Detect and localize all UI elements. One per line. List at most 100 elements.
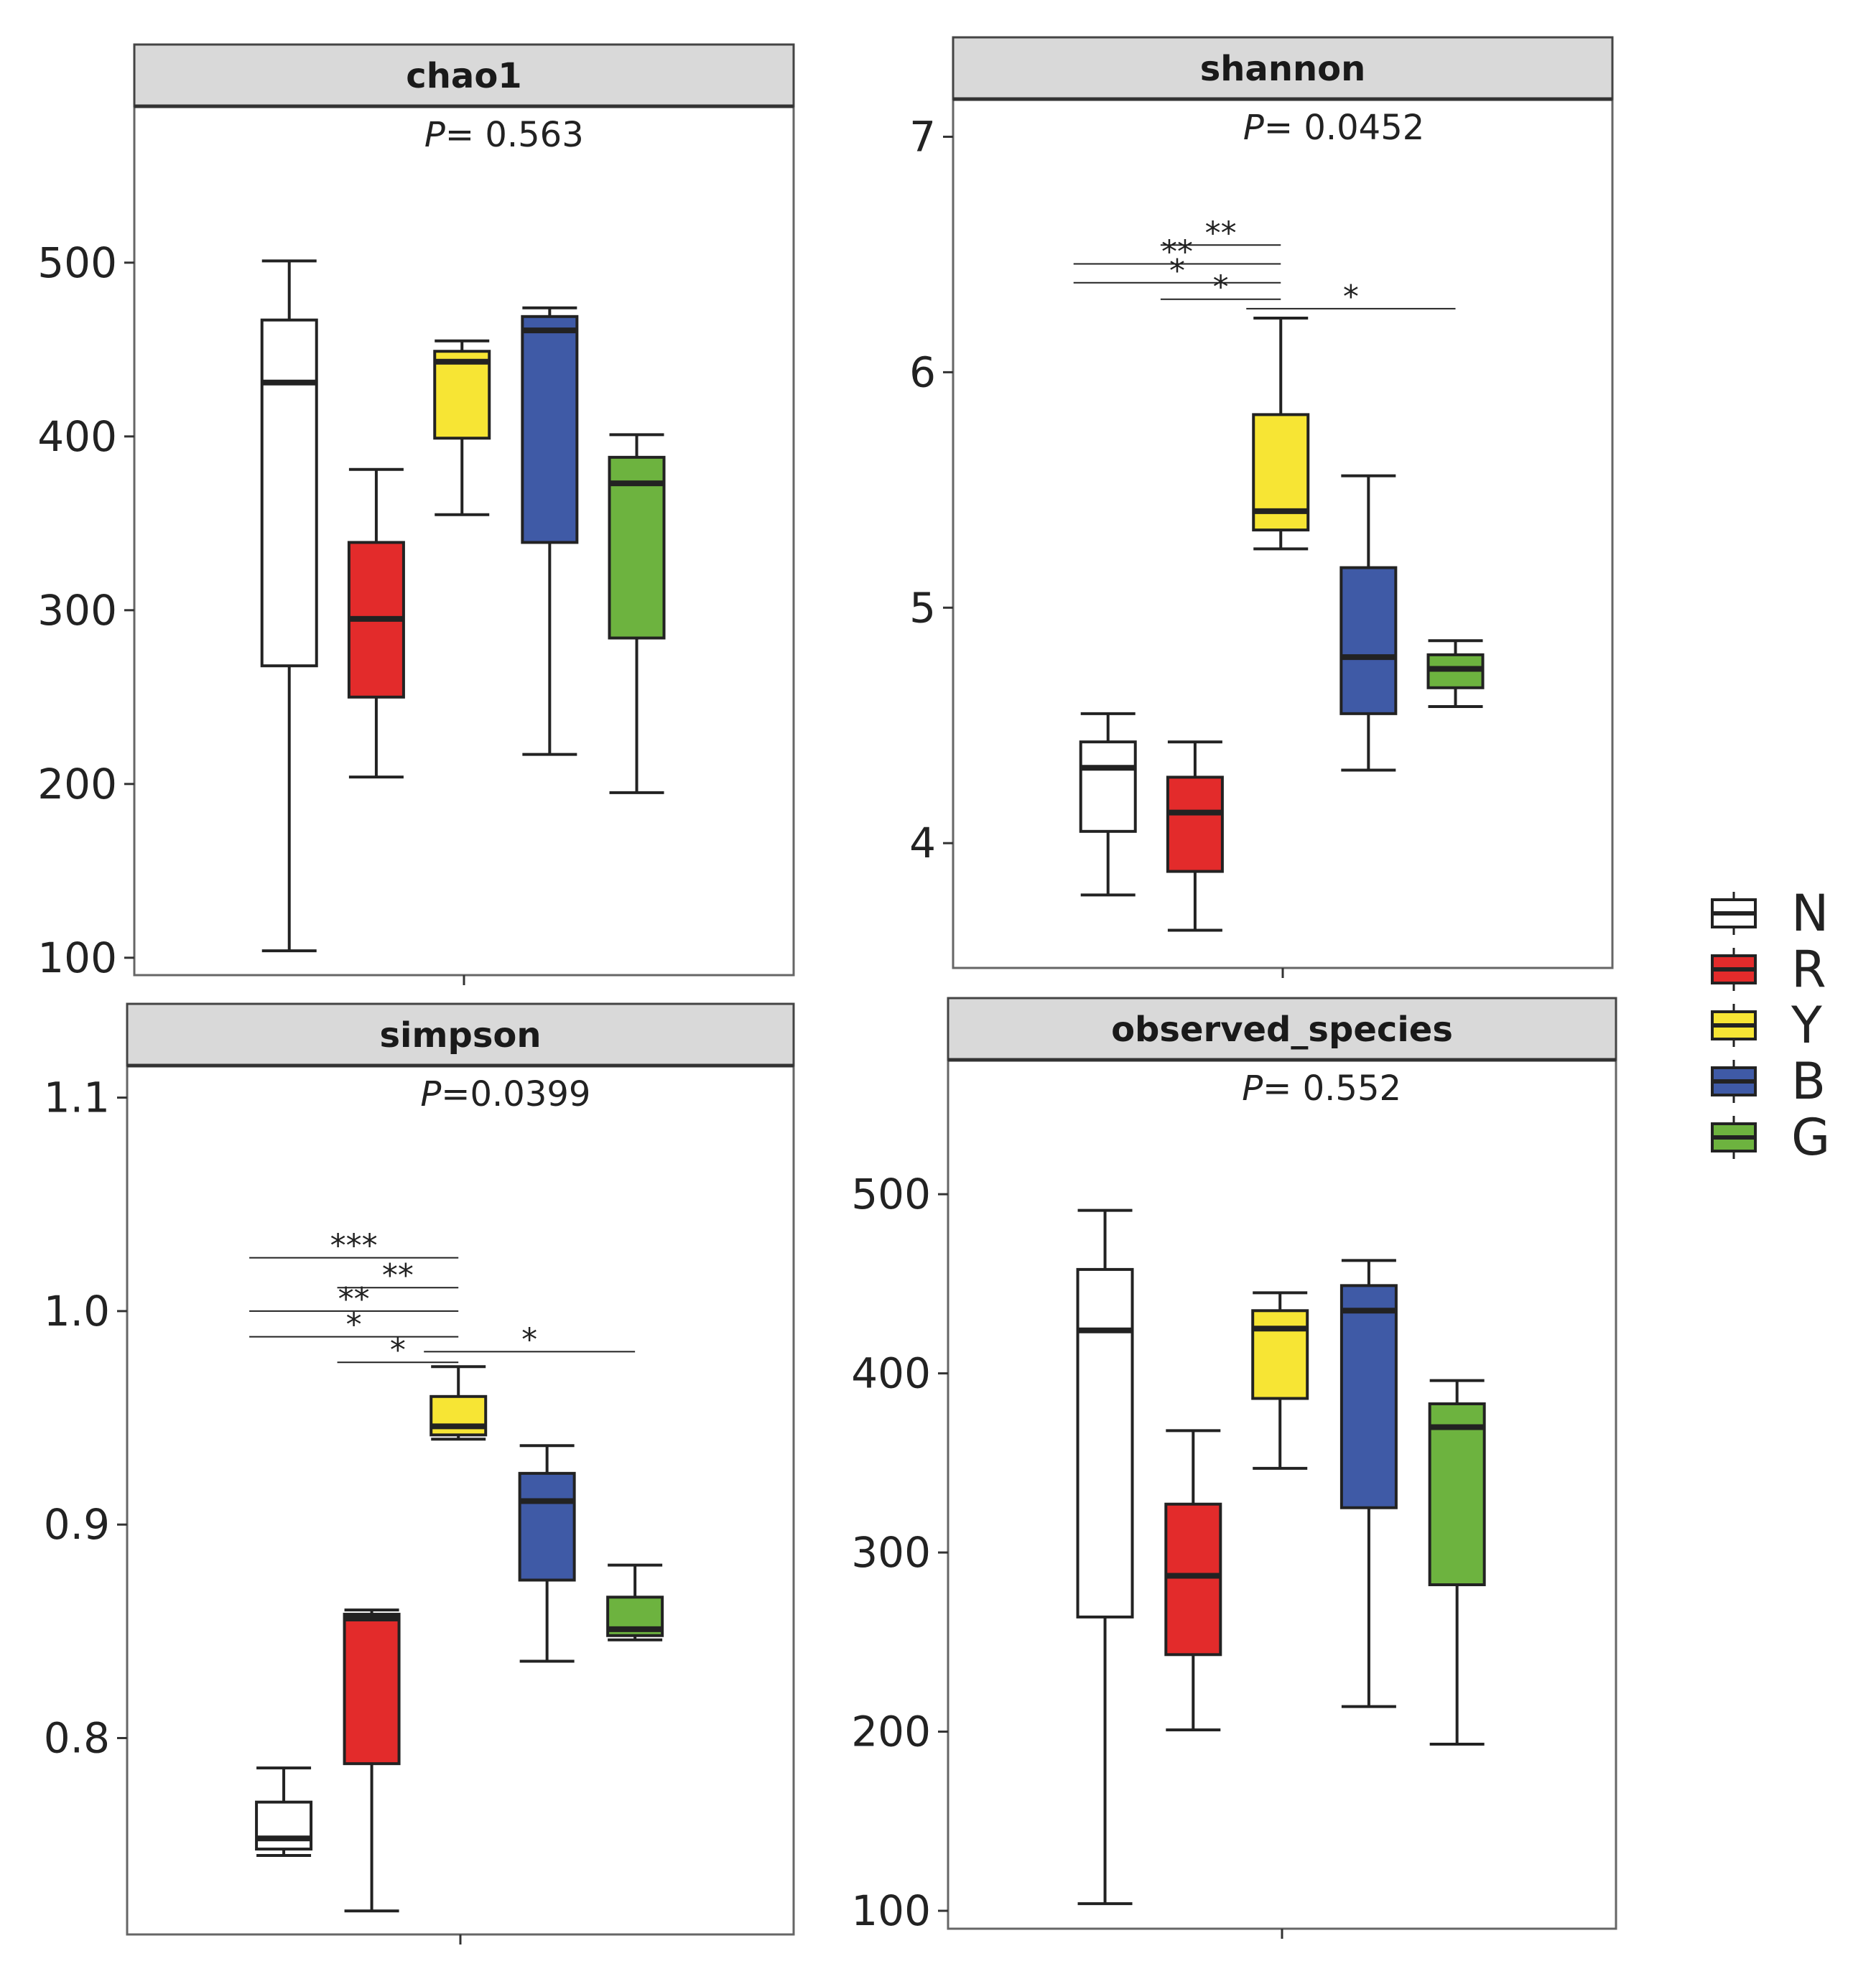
p-value-label: P= 0.0452	[1243, 108, 1424, 148]
significance-label: *	[1343, 279, 1359, 315]
y-tick-label: 200	[851, 1708, 931, 1756]
box-iqr	[260, 318, 318, 668]
box-R	[1164, 1429, 1222, 1732]
legend-label-G: G	[1791, 1108, 1830, 1167]
significance-label: **	[1205, 215, 1237, 251]
p-value: =0.0399	[441, 1074, 590, 1114]
box-R	[347, 467, 405, 779]
y-tick-label: 200	[37, 760, 117, 809]
legend-label-B: B	[1791, 1052, 1826, 1111]
legend-label-R: R	[1791, 940, 1826, 999]
legend-label-Y: Y	[1791, 996, 1822, 1055]
y-tick-label: 1.1	[44, 1073, 110, 1122]
box-G	[1426, 639, 1485, 709]
y-tick-label: 6	[909, 348, 936, 396]
box-iqr	[1079, 740, 1137, 833]
box-Y	[433, 339, 491, 516]
facet-title: chao1	[406, 56, 521, 96]
y-tick-label: 500	[851, 1170, 931, 1219]
y-tick-label: 400	[851, 1349, 931, 1398]
box-iqr	[255, 1800, 313, 1851]
box-iqr	[1164, 1502, 1222, 1657]
box-iqr	[521, 315, 579, 544]
box-N	[1079, 712, 1137, 897]
plot-area	[947, 1058, 1617, 1930]
box-N	[255, 1766, 313, 1857]
y-tick-label: 500	[37, 238, 117, 287]
facet-title: simpson	[379, 1015, 541, 1056]
box-iqr	[1339, 566, 1398, 715]
facet-strip	[133, 43, 795, 108]
panel-observed_species: observed_species P= 0.552 100 200 300 400 500	[851, 997, 1617, 1939]
box-iqr	[1076, 1267, 1134, 1619]
box-N	[260, 259, 318, 953]
significance-label: *	[390, 1332, 406, 1369]
y-tick-label: 0.8	[44, 1713, 110, 1762]
y-tick-label: 1.0	[44, 1287, 110, 1336]
box-R	[343, 1608, 401, 1913]
plot-area	[952, 98, 1614, 969]
box-iqr	[608, 455, 666, 640]
facet-title: shannon	[1200, 49, 1366, 89]
box-Y	[1251, 1291, 1309, 1470]
box-G	[608, 433, 666, 794]
y-tick-label: 400	[37, 412, 117, 461]
y-tick-label: 100	[37, 933, 117, 982]
p-value: = 0.552	[1263, 1068, 1401, 1109]
significance-label: ***	[330, 1228, 378, 1265]
p-value-label: P= 0.552	[1242, 1068, 1401, 1109]
significance-label: **	[338, 1281, 370, 1318]
p-symbol: P	[420, 1074, 441, 1114]
box-R	[1166, 740, 1224, 932]
p-value: = 0.0452	[1264, 108, 1424, 148]
box-B	[521, 306, 579, 756]
y-tick-label: 4	[909, 819, 936, 867]
box-iqr	[433, 350, 491, 440]
box-Y	[1252, 316, 1310, 551]
facet-strip	[126, 1002, 795, 1067]
p-symbol: P	[1242, 1068, 1263, 1109]
y-tick-label: 100	[851, 1886, 931, 1935]
facet-strip	[947, 997, 1617, 1061]
box-iqr	[1339, 1284, 1398, 1509]
box-B	[518, 1444, 576, 1663]
box-iqr	[518, 1471, 576, 1582]
plot-area	[126, 1064, 795, 1936]
box-B	[1339, 474, 1398, 772]
significance-label: *	[521, 1321, 537, 1358]
box-N	[1076, 1208, 1134, 1906]
legend-label-N: N	[1791, 884, 1829, 943]
p-value-label: P=0.0399	[420, 1074, 590, 1114]
box-iqr	[1428, 1402, 1486, 1586]
plot-area	[133, 105, 795, 977]
box-G	[606, 1563, 664, 1641]
significance-label: **	[382, 1257, 414, 1294]
y-tick-label: 300	[851, 1528, 931, 1577]
box-Y	[429, 1365, 488, 1441]
significance-label: *	[1169, 253, 1185, 289]
significance-label: *	[346, 1307, 362, 1343]
y-tick-label: 300	[37, 586, 117, 635]
y-tick-label: 5	[909, 583, 936, 632]
y-tick-label: 7	[909, 112, 936, 161]
facet-strip	[952, 36, 1614, 101]
p-symbol: P	[424, 115, 445, 155]
box-G	[1428, 1379, 1486, 1746]
box-iqr	[343, 1613, 401, 1766]
p-value: = 0.563	[445, 115, 584, 155]
box-iqr	[1251, 1309, 1309, 1400]
panel-chao1: chao1 P= 0.563 100 200 300 400 500	[37, 43, 795, 985]
facet-title: observed_species	[1111, 1010, 1453, 1050]
box-B	[1339, 1259, 1398, 1708]
significance-label: **	[1161, 234, 1193, 271]
p-value-label: P= 0.563	[424, 115, 584, 155]
y-tick-label: 0.9	[44, 1500, 110, 1549]
p-symbol: P	[1243, 108, 1264, 148]
box-iqr	[1166, 776, 1224, 873]
significance-label: *	[1213, 269, 1229, 306]
